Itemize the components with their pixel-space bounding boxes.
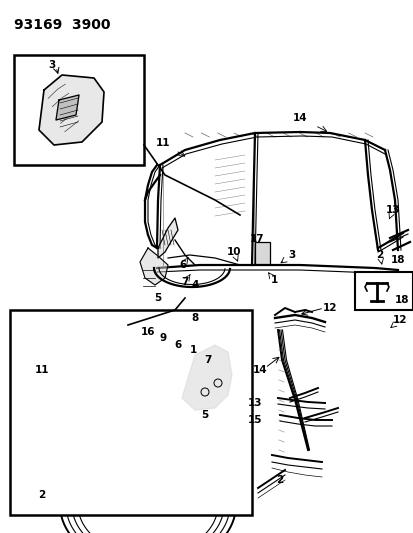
Text: 1: 1 — [189, 345, 196, 355]
Text: 6: 6 — [179, 260, 186, 270]
Text: 13: 13 — [385, 205, 399, 215]
Text: 13: 13 — [247, 398, 261, 408]
Text: 7: 7 — [181, 277, 188, 287]
Text: 3: 3 — [48, 60, 55, 70]
Bar — [254, 242, 269, 264]
Polygon shape — [158, 218, 178, 258]
Text: 14: 14 — [252, 365, 267, 375]
Text: 3: 3 — [288, 250, 295, 260]
Text: 93169  3900: 93169 3900 — [14, 18, 110, 32]
Text: 9: 9 — [159, 333, 166, 343]
Bar — [14, 55, 144, 165]
Text: 15: 15 — [247, 415, 261, 425]
Text: 17: 17 — [249, 234, 263, 244]
Text: 6: 6 — [174, 340, 181, 350]
Text: 5: 5 — [201, 410, 208, 420]
Polygon shape — [56, 95, 79, 120]
Text: 12: 12 — [392, 315, 406, 325]
Bar — [10, 310, 252, 515]
Text: 1: 1 — [270, 275, 277, 285]
Polygon shape — [140, 248, 168, 285]
Text: 5: 5 — [154, 293, 161, 303]
Text: 18: 18 — [390, 255, 404, 265]
Bar — [354, 272, 412, 310]
Text: 18: 18 — [394, 295, 408, 305]
Text: 4: 4 — [191, 280, 198, 290]
Text: 10: 10 — [226, 247, 241, 257]
Text: 7: 7 — [204, 355, 211, 365]
Text: 11: 11 — [35, 365, 49, 375]
Text: 11: 11 — [155, 138, 170, 148]
Text: 16: 16 — [140, 327, 155, 337]
Text: 12: 12 — [322, 303, 337, 313]
Polygon shape — [39, 75, 104, 145]
Polygon shape — [182, 345, 231, 410]
Text: 2: 2 — [276, 475, 283, 485]
Text: 8: 8 — [191, 313, 198, 323]
Text: 2: 2 — [375, 250, 383, 260]
Text: 14: 14 — [292, 113, 306, 123]
Text: 2: 2 — [38, 490, 45, 500]
